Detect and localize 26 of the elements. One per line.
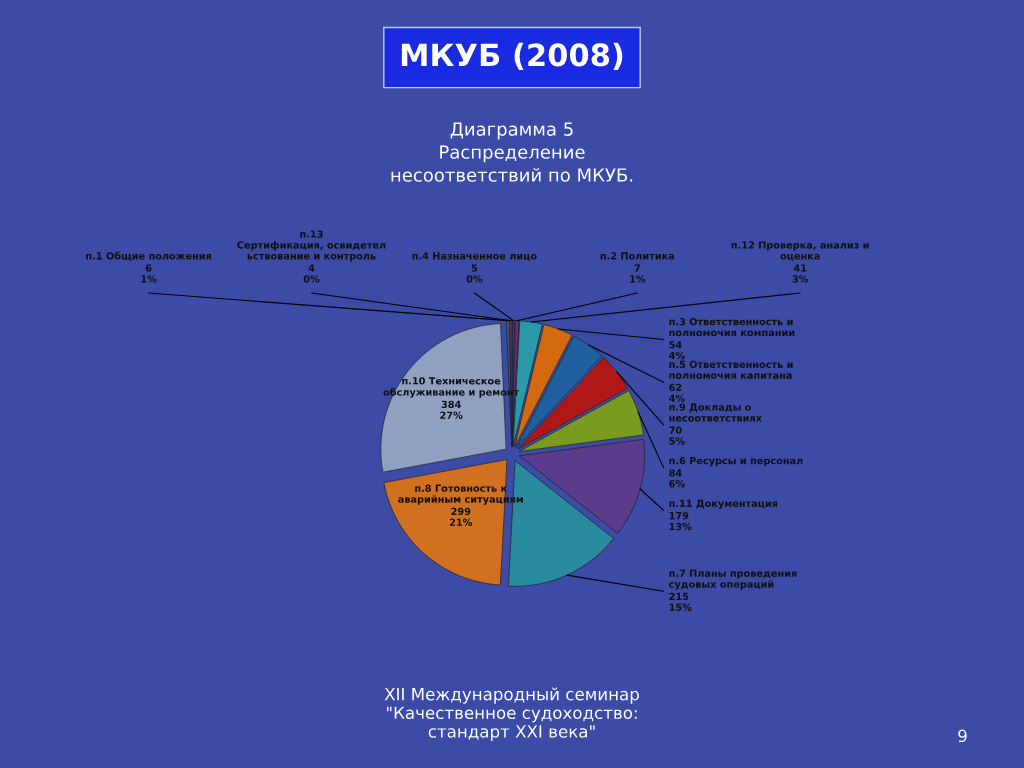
slice-label: п.13 Сертификация, освидетел ьствование и контроль [237,230,386,262]
slice-label: п.7 Планы проведения судовых операций [669,569,797,590]
slice-label: п.11 Документация [669,499,778,509]
slice-label: п.4 Назначенное лицо [412,252,537,261]
data-label: 299 21% [449,507,473,526]
chart-title: МКУБ (2008) [401,42,623,71]
slice-label: п.12 Проверка, анализ и оценка [731,241,869,261]
data-label: 7 1% [630,264,646,283]
data-label: 384 27% [440,400,463,419]
data-label: 179 13% [669,511,692,531]
data-label: 84 6% [669,469,685,488]
data-label: 70 5% [669,426,685,445]
slice-label: п.1 Общие положения [86,251,212,261]
data-label: 6 1% [141,264,157,283]
data-label: 41 3% [792,264,809,283]
slice-label: п.3 Ответственность и полномочия компании [669,317,795,337]
data-label: 4 0% [303,264,320,283]
slice-label: п.6 Ресурсы и персонал [669,456,803,467]
chart-subtitle: Диаграмма 5 Распределение несоответствий по МКУБ. [391,122,633,182]
data-label: 5 0% [466,264,483,283]
slice-label: п.9 Доклады о несоответствиях [669,403,762,422]
slice-label: п.5 Ответственность и полномочия капитана [669,360,793,379]
text: XII Международный семинар "Качественное судоходство: стандарт XXI века" [384,687,639,741]
text: 9 [958,729,967,743]
data-label: 215 15% [669,592,692,611]
slice-label: п.2 Политика [600,252,674,260]
